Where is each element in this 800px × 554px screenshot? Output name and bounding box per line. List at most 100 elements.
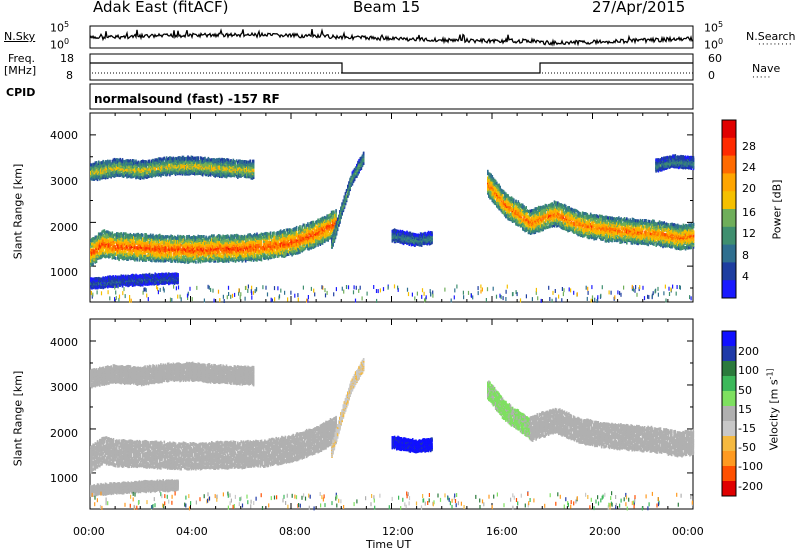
echo-cell [214,250,216,254]
echo-cell [181,258,184,261]
echo-cell [169,257,171,261]
echo-cell [255,253,257,257]
echo-cell [119,243,121,247]
echo-cell [226,252,229,256]
echo-cell [278,233,281,237]
echo-cell [204,257,206,261]
echo-cell [253,232,256,236]
echo-cell [107,230,109,234]
echo-cell [97,247,100,251]
echo-cell [162,244,164,248]
echo-cell [155,243,158,247]
echo-cell [113,238,116,242]
echo-cell [182,255,185,259]
echo-cell [118,241,120,245]
echo-cell [212,247,214,251]
echo-cell [215,255,218,259]
echo-cell [157,249,160,253]
echo-cell [205,254,207,258]
echo-cell [142,244,144,248]
echo-cell [133,253,135,257]
echo-cell [207,239,210,243]
echo-cell [204,253,206,257]
echo-cell [118,246,120,250]
echo-cell [251,252,254,256]
echo-cell [109,243,111,247]
echo-cell [281,246,283,250]
echo-cell [134,236,136,240]
echo-cell [230,234,232,238]
echo-cell [162,236,164,240]
echo-cell [239,254,241,258]
echo-cell [242,254,245,258]
echo-cell [130,242,133,246]
echo-cell [137,240,140,244]
echo-cell [173,240,176,244]
echo-cell [128,256,130,260]
echo-cell [91,259,93,263]
echo-cell [179,256,181,260]
echo-cell [179,242,181,246]
echo-cell [275,239,277,242]
echo-cell [233,238,236,242]
echo-cell [156,250,159,254]
echo-cell [142,239,144,243]
echo-cell [161,247,163,251]
echo-cell [153,252,155,256]
echo-cell [196,249,198,253]
echo-cell [175,255,178,259]
echo-cell [285,240,288,244]
echo-cell [273,233,275,237]
echo-cell [276,244,279,248]
echo-cell [128,236,130,240]
echo-cell [183,252,186,255]
echo-cell [265,231,267,235]
echo-cell [199,249,202,253]
echo-cell [131,237,134,241]
echo-cell [211,234,213,238]
echo-cell [286,253,289,256]
echo-cell [102,245,104,249]
echo-cell [216,249,219,253]
echo-cell [114,248,117,252]
echo-cell [164,247,167,251]
echo-cell [231,237,233,241]
echo-cell [190,241,193,245]
echo-cell [260,252,263,255]
echo-cell [90,253,92,257]
echo-cell [265,240,267,244]
echo-cell [282,230,284,234]
echo-cell [226,239,229,243]
echo-cell [127,248,129,252]
echo-cell [285,250,288,254]
echo-cell [145,243,147,247]
echo-cell [90,259,92,263]
echo-cell [130,249,133,253]
echo-cell [142,237,144,241]
echo-cell [118,233,120,236]
echo-cell [251,235,254,239]
echo-cell [279,233,282,237]
echo-cell [177,241,179,245]
echo-cell [209,241,212,244]
echo-cell [284,231,287,235]
echo-cell [206,241,209,244]
echo-cell [148,255,151,259]
echo-cell [129,243,132,247]
echo-cell [204,242,206,245]
echo-cell [163,257,166,261]
echo-cell [99,256,101,260]
echo-cell [189,256,192,260]
echo-cell [285,246,288,250]
echo-cell [144,236,146,240]
echo-cell [173,238,176,242]
echo-cell [182,258,185,262]
echo-cell [96,235,99,239]
echo-cell [133,233,135,237]
echo-cell [181,255,184,259]
echo-cell [187,253,189,257]
echo-cell [230,237,232,241]
echo-cell [136,234,138,238]
echo-cell [149,252,152,256]
echo-cell [188,244,190,248]
